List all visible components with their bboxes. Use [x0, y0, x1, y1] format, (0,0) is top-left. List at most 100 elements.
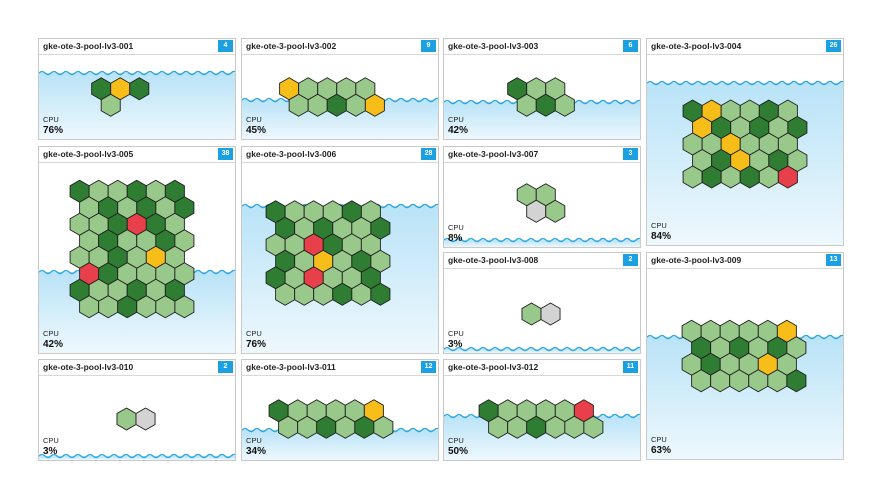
node-name: gke-ote-3-pool-lv3-011	[246, 362, 336, 372]
pod-hex[interactable]	[554, 93, 575, 117]
node-header: gke-ote-3-pool-lv3-007 3	[444, 147, 640, 163]
node-header: gke-ote-3-pool-lv3-002 9	[242, 39, 438, 55]
pod-hex[interactable]	[135, 407, 156, 431]
node-card[interactable]: gke-ote-3-pool-lv3-006 28 CPU 76%	[241, 146, 439, 354]
cpu-label: CPU	[448, 329, 464, 338]
pod-count-badge: 3	[623, 148, 638, 160]
cpu-label: CPU	[246, 115, 262, 124]
cpu-label: CPU	[651, 221, 667, 230]
cpu-water-level	[444, 413, 640, 460]
node-header: gke-ote-3-pool-lv3-004 26	[647, 39, 843, 55]
cpu-water-level	[39, 453, 235, 460]
cpu-label: CPU	[43, 329, 59, 338]
cpu-value: 8%	[448, 233, 463, 244]
cpu-label: CPU	[448, 436, 464, 445]
node-card[interactable]: gke-ote-3-pool-lv3-001 4 CPU 76%	[38, 38, 236, 140]
pod-hex-cluster	[116, 407, 156, 431]
cpu-label: CPU	[43, 115, 59, 124]
node-name: gke-ote-3-pool-lv3-009	[651, 255, 742, 265]
node-name: gke-ote-3-pool-lv3-001	[43, 41, 134, 51]
cpu-value: 76%	[43, 125, 64, 136]
pod-hex-cluster	[682, 99, 808, 189]
pod-hex[interactable]	[786, 369, 807, 393]
wave-line	[444, 346, 640, 352]
node-card[interactable]: gke-ote-3-pool-lv3-011 12 CPU 34%	[241, 359, 439, 461]
pod-hex[interactable]	[545, 199, 566, 223]
pod-count-badge: 2	[218, 361, 233, 373]
node-name: gke-ote-3-pool-lv3-007	[448, 149, 539, 159]
pod-count-badge: 38	[218, 148, 233, 160]
cpu-label: CPU	[448, 115, 464, 124]
node-name: gke-ote-3-pool-lv3-002	[246, 41, 337, 51]
cpu-label: CPU	[246, 436, 262, 445]
cpu-label: CPU	[448, 223, 464, 232]
pod-hex[interactable]	[364, 93, 385, 117]
pod-hex-cluster	[478, 399, 604, 439]
pod-count-badge: 9	[421, 40, 436, 52]
pod-count-badge: 2	[623, 254, 638, 266]
pod-count-badge: 11	[623, 361, 638, 373]
pod-hex[interactable]	[521, 302, 542, 326]
cpu-water-level	[444, 346, 640, 353]
node-header: gke-ote-3-pool-lv3-010 2	[39, 360, 235, 376]
node-name: gke-ote-3-pool-lv3-006	[246, 149, 337, 159]
pod-count-badge: 26	[826, 40, 841, 52]
cpu-value: 84%	[651, 231, 672, 242]
node-card[interactable]: gke-ote-3-pool-lv3-012 11 CPU 50%	[443, 359, 641, 461]
cpu-label: CPU	[651, 435, 667, 444]
pod-hex-cluster	[69, 179, 195, 319]
node-header: gke-ote-3-pool-lv3-009 13	[647, 253, 843, 269]
node-name: gke-ote-3-pool-lv3-004	[651, 41, 742, 51]
node-card[interactable]: gke-ote-3-pool-lv3-008 2 CPU 3%	[443, 252, 641, 354]
cpu-value: 42%	[448, 125, 469, 136]
node-name: gke-ote-3-pool-lv3-010	[43, 362, 134, 372]
pod-hex-cluster	[268, 399, 394, 439]
pod-count-badge: 13	[826, 254, 841, 266]
wave-line	[444, 237, 640, 243]
cpu-value: 45%	[246, 125, 267, 136]
pod-hex[interactable]	[174, 295, 195, 319]
pod-hex[interactable]	[373, 415, 394, 439]
cpu-water-level	[444, 237, 640, 247]
wave-line	[39, 70, 235, 76]
pod-hex-cluster	[265, 200, 391, 306]
pod-hex[interactable]	[100, 93, 121, 117]
pod-hex[interactable]	[129, 77, 150, 101]
pod-hex[interactable]	[116, 407, 137, 431]
node-card[interactable]: gke-ote-3-pool-lv3-002 9 CPU 45%	[241, 38, 439, 140]
wave-line	[39, 453, 235, 459]
pod-hex[interactable]	[540, 302, 561, 326]
node-card[interactable]: gke-ote-3-pool-lv3-003 6 CPU 42%	[443, 38, 641, 140]
pod-hex[interactable]	[583, 415, 604, 439]
node-header: gke-ote-3-pool-lv3-006 28	[242, 147, 438, 163]
cpu-value: 34%	[246, 446, 267, 457]
pod-hex[interactable]	[370, 282, 391, 306]
node-card[interactable]: gke-ote-3-pool-lv3-004 26 CPU 84%	[646, 38, 844, 246]
node-card[interactable]: gke-ote-3-pool-lv3-005 38 CPU 42%	[38, 146, 236, 354]
wave-line	[647, 80, 843, 86]
cpu-label: CPU	[246, 329, 262, 338]
cpu-value: 50%	[448, 446, 469, 457]
node-header: gke-ote-3-pool-lv3-001 4	[39, 39, 235, 55]
cpu-value: 42%	[43, 339, 64, 350]
node-card[interactable]: gke-ote-3-pool-lv3-009 13 CPU 63%	[646, 252, 844, 460]
pod-count-badge: 4	[218, 40, 233, 52]
pod-count-badge: 12	[421, 361, 436, 373]
node-card[interactable]: gke-ote-3-pool-lv3-007 3 CPU 8%	[443, 146, 641, 248]
cpu-value: 3%	[448, 339, 463, 350]
cpu-value: 3%	[43, 446, 58, 457]
node-header: gke-ote-3-pool-lv3-005 38	[39, 147, 235, 163]
pod-hex[interactable]	[777, 165, 798, 189]
pod-count-badge: 28	[421, 148, 436, 160]
pod-count-badge: 6	[623, 40, 638, 52]
pod-hex-cluster	[516, 183, 566, 223]
cpu-value: 63%	[651, 445, 672, 456]
pod-hex-cluster	[507, 77, 575, 117]
node-name: gke-ote-3-pool-lv3-008	[448, 255, 539, 265]
cpu-value: 76%	[246, 339, 267, 350]
node-header: gke-ote-3-pool-lv3-003 6	[444, 39, 640, 55]
node-name: gke-ote-3-pool-lv3-012	[448, 362, 539, 372]
node-card[interactable]: gke-ote-3-pool-lv3-010 2 CPU 3%	[38, 359, 236, 461]
pod-hex-cluster	[681, 319, 807, 393]
node-name: gke-ote-3-pool-lv3-003	[448, 41, 539, 51]
